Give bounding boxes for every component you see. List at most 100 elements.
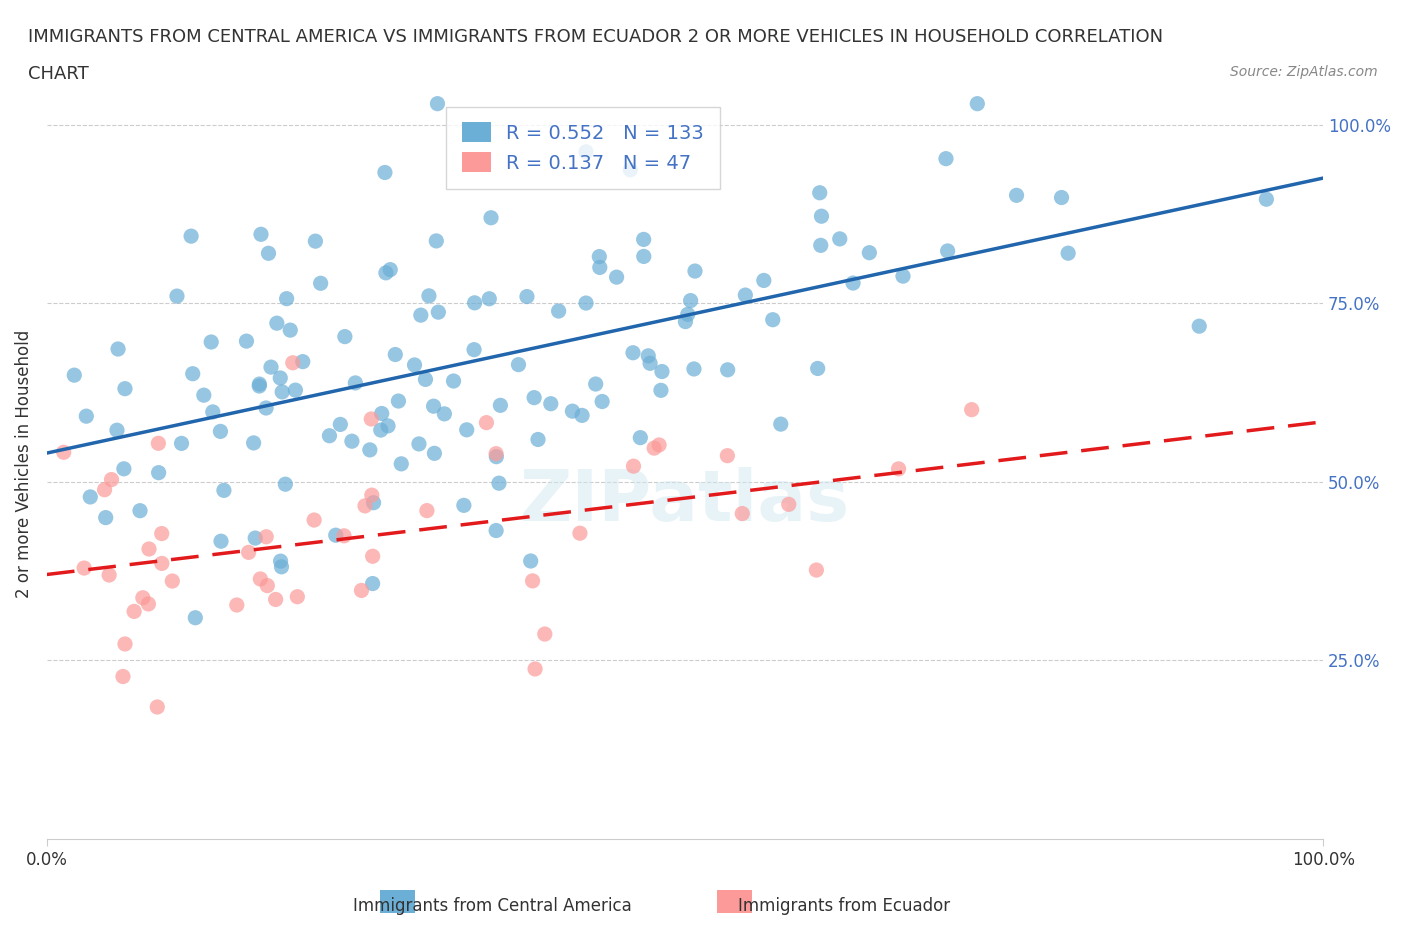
Point xyxy=(623,458,645,473)
Point xyxy=(309,276,332,291)
Point xyxy=(1256,192,1278,206)
Point xyxy=(418,288,440,303)
Point xyxy=(384,347,406,362)
Point xyxy=(249,572,271,587)
Point xyxy=(936,244,959,259)
Point xyxy=(519,553,541,568)
Point xyxy=(132,591,155,605)
Point xyxy=(676,307,699,322)
Point xyxy=(426,96,449,111)
Point xyxy=(478,291,501,306)
Point xyxy=(377,418,399,433)
Point xyxy=(361,549,384,564)
Point xyxy=(254,401,277,416)
Point xyxy=(621,345,644,360)
Point xyxy=(114,636,136,651)
Point xyxy=(181,366,204,381)
Point xyxy=(281,355,304,370)
Point xyxy=(274,477,297,492)
Point xyxy=(422,399,444,414)
Point xyxy=(752,273,775,288)
Point xyxy=(359,443,381,458)
Point xyxy=(249,377,271,392)
Point xyxy=(148,436,170,451)
Point xyxy=(810,208,832,223)
Point xyxy=(433,406,456,421)
Point xyxy=(648,437,671,452)
Point xyxy=(891,269,914,284)
Point xyxy=(333,528,356,543)
Point xyxy=(304,233,326,248)
Point xyxy=(489,398,512,413)
Point xyxy=(269,370,291,385)
Point xyxy=(651,364,673,379)
Point xyxy=(628,431,651,445)
Point xyxy=(734,287,756,302)
Point xyxy=(633,232,655,246)
Point xyxy=(404,357,426,372)
Point xyxy=(270,553,292,568)
Text: ZIPatlas: ZIPatlas xyxy=(520,467,851,536)
Point xyxy=(370,422,392,437)
Text: CHART: CHART xyxy=(28,65,89,83)
Point xyxy=(360,487,382,502)
Point xyxy=(122,604,145,618)
Point xyxy=(606,270,628,285)
Point xyxy=(247,379,270,393)
Point xyxy=(266,316,288,331)
Point xyxy=(485,449,508,464)
Point xyxy=(508,357,530,372)
Point xyxy=(523,391,546,405)
Point xyxy=(225,598,247,613)
Point xyxy=(638,356,661,371)
Point xyxy=(264,592,287,607)
Point xyxy=(212,483,235,498)
Point xyxy=(485,446,508,461)
Point xyxy=(887,461,910,476)
Point xyxy=(380,262,402,277)
Point xyxy=(245,531,267,546)
Point xyxy=(209,534,232,549)
Point xyxy=(571,408,593,423)
Point xyxy=(291,354,314,369)
Point xyxy=(527,432,550,447)
Point xyxy=(170,436,193,451)
Point xyxy=(589,260,612,275)
Point xyxy=(250,227,273,242)
Point xyxy=(112,461,135,476)
Point xyxy=(129,503,152,518)
Point xyxy=(100,472,122,487)
Point xyxy=(94,511,117,525)
Point xyxy=(238,545,260,560)
Point xyxy=(333,329,356,344)
Point xyxy=(374,165,396,179)
Point xyxy=(935,152,957,166)
Legend: R = 0.552   N = 133, R = 0.137   N = 47: R = 0.552 N = 133, R = 0.137 N = 47 xyxy=(446,107,720,189)
Point xyxy=(361,576,384,591)
Point xyxy=(105,423,128,438)
Point xyxy=(387,393,409,408)
Point xyxy=(107,341,129,356)
Point xyxy=(637,349,659,364)
Point xyxy=(193,388,215,403)
Point xyxy=(643,441,665,456)
Point xyxy=(453,498,475,512)
Point xyxy=(485,523,508,538)
Point xyxy=(488,476,510,491)
Point xyxy=(769,417,792,432)
Point xyxy=(588,249,610,264)
Point xyxy=(810,238,832,253)
Point xyxy=(235,334,257,349)
Point xyxy=(344,376,367,391)
Text: IMMIGRANTS FROM CENTRAL AMERICA VS IMMIGRANTS FROM ECUADOR 2 OR MORE VEHICLES IN: IMMIGRANTS FROM CENTRAL AMERICA VS IMMIG… xyxy=(28,28,1163,46)
Point xyxy=(285,590,308,604)
Point xyxy=(717,363,740,378)
Point xyxy=(270,559,292,574)
Point xyxy=(479,210,502,225)
Point xyxy=(516,289,538,304)
Point xyxy=(389,457,412,472)
Point xyxy=(184,610,207,625)
Point xyxy=(209,424,232,439)
Point xyxy=(242,435,264,450)
Point xyxy=(150,556,173,571)
